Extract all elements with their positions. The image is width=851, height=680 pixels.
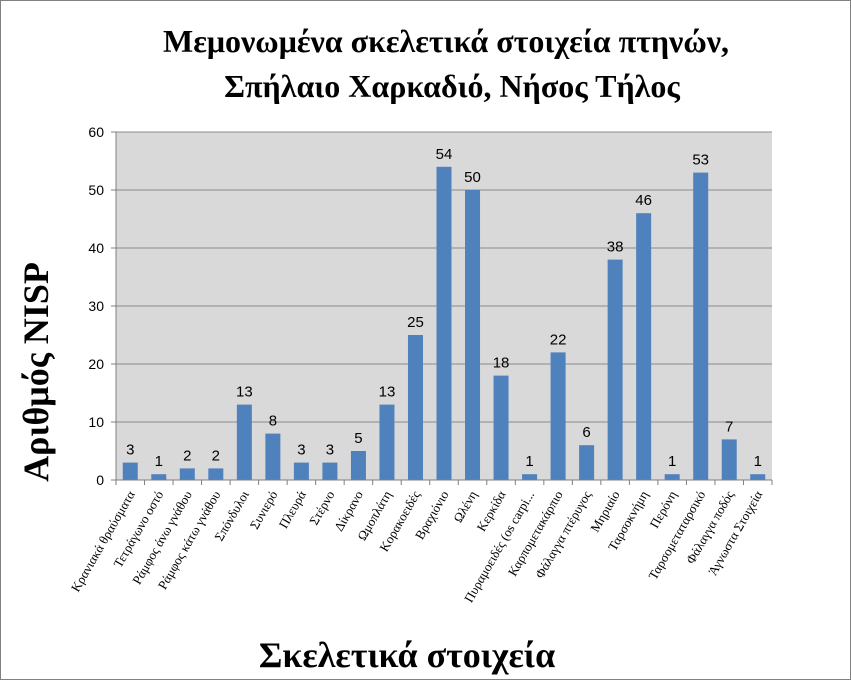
y-tick-label: 50 [88, 182, 104, 198]
chart-title-line-1: Μεμονωμένα σκελετικά στοιχεία πτηνών, [163, 23, 729, 59]
data-label: 3 [126, 442, 134, 459]
bar [636, 213, 652, 480]
x-category-label: Συνιερό [247, 488, 281, 532]
bar [465, 190, 481, 480]
bar [436, 166, 452, 481]
data-label: 3 [326, 442, 334, 459]
bar [151, 474, 167, 480]
data-label: 22 [550, 331, 567, 348]
data-label: 54 [436, 146, 453, 163]
bar [293, 462, 309, 480]
bar [579, 445, 595, 480]
data-label: 5 [354, 430, 362, 447]
data-label: 13 [236, 384, 253, 401]
data-label: 38 [607, 239, 624, 256]
data-label: 13 [379, 384, 396, 401]
data-label: 6 [582, 424, 590, 441]
x-axis-title: Σκελετικά στοιχεία [259, 635, 555, 675]
bar [350, 451, 366, 480]
y-tick-label: 60 [88, 124, 104, 140]
bar [322, 462, 338, 480]
data-label: 18 [493, 355, 510, 372]
bar [236, 404, 252, 480]
data-label: 1 [668, 453, 676, 470]
data-label: 2 [212, 447, 220, 464]
x-category-label: Πλευρά [276, 488, 310, 531]
bar [721, 439, 737, 480]
y-axis-ticks: 0 10 20 30 40 50 60 [88, 124, 116, 488]
data-label: 53 [692, 152, 709, 169]
y-tick-label: 30 [88, 298, 104, 314]
y-tick-label: 20 [88, 356, 104, 372]
data-label: 50 [464, 169, 481, 186]
bar [122, 462, 138, 480]
x-category-label: Ωλένη [450, 488, 480, 525]
y-axis-title: Αριθμός NISP [16, 262, 56, 482]
data-label: 8 [269, 413, 277, 430]
data-label: 1 [754, 453, 762, 470]
bar [208, 468, 224, 480]
data-label: 25 [407, 314, 424, 331]
bar [265, 433, 281, 480]
bar [550, 352, 566, 480]
data-label: 1 [155, 453, 163, 470]
bar [407, 335, 423, 480]
data-label: 1 [525, 453, 533, 470]
data-label: 2 [183, 447, 191, 464]
bar [179, 468, 195, 480]
bar [750, 474, 766, 480]
bar [693, 172, 709, 480]
y-tick-label: 40 [88, 240, 104, 256]
data-label: 46 [635, 192, 652, 209]
bar [379, 404, 395, 480]
bar [664, 474, 680, 480]
y-tick-label: 10 [88, 414, 104, 430]
data-label: 3 [297, 442, 305, 459]
bar [522, 474, 538, 480]
y-tick-label: 0 [96, 472, 104, 488]
bars [122, 166, 766, 481]
chart-title-line-2: Σπήλαιο Χαρκαδιό, Νήσος Τήλος [224, 68, 680, 104]
bar [493, 375, 509, 480]
data-label: 7 [725, 418, 733, 435]
bar [607, 259, 623, 480]
